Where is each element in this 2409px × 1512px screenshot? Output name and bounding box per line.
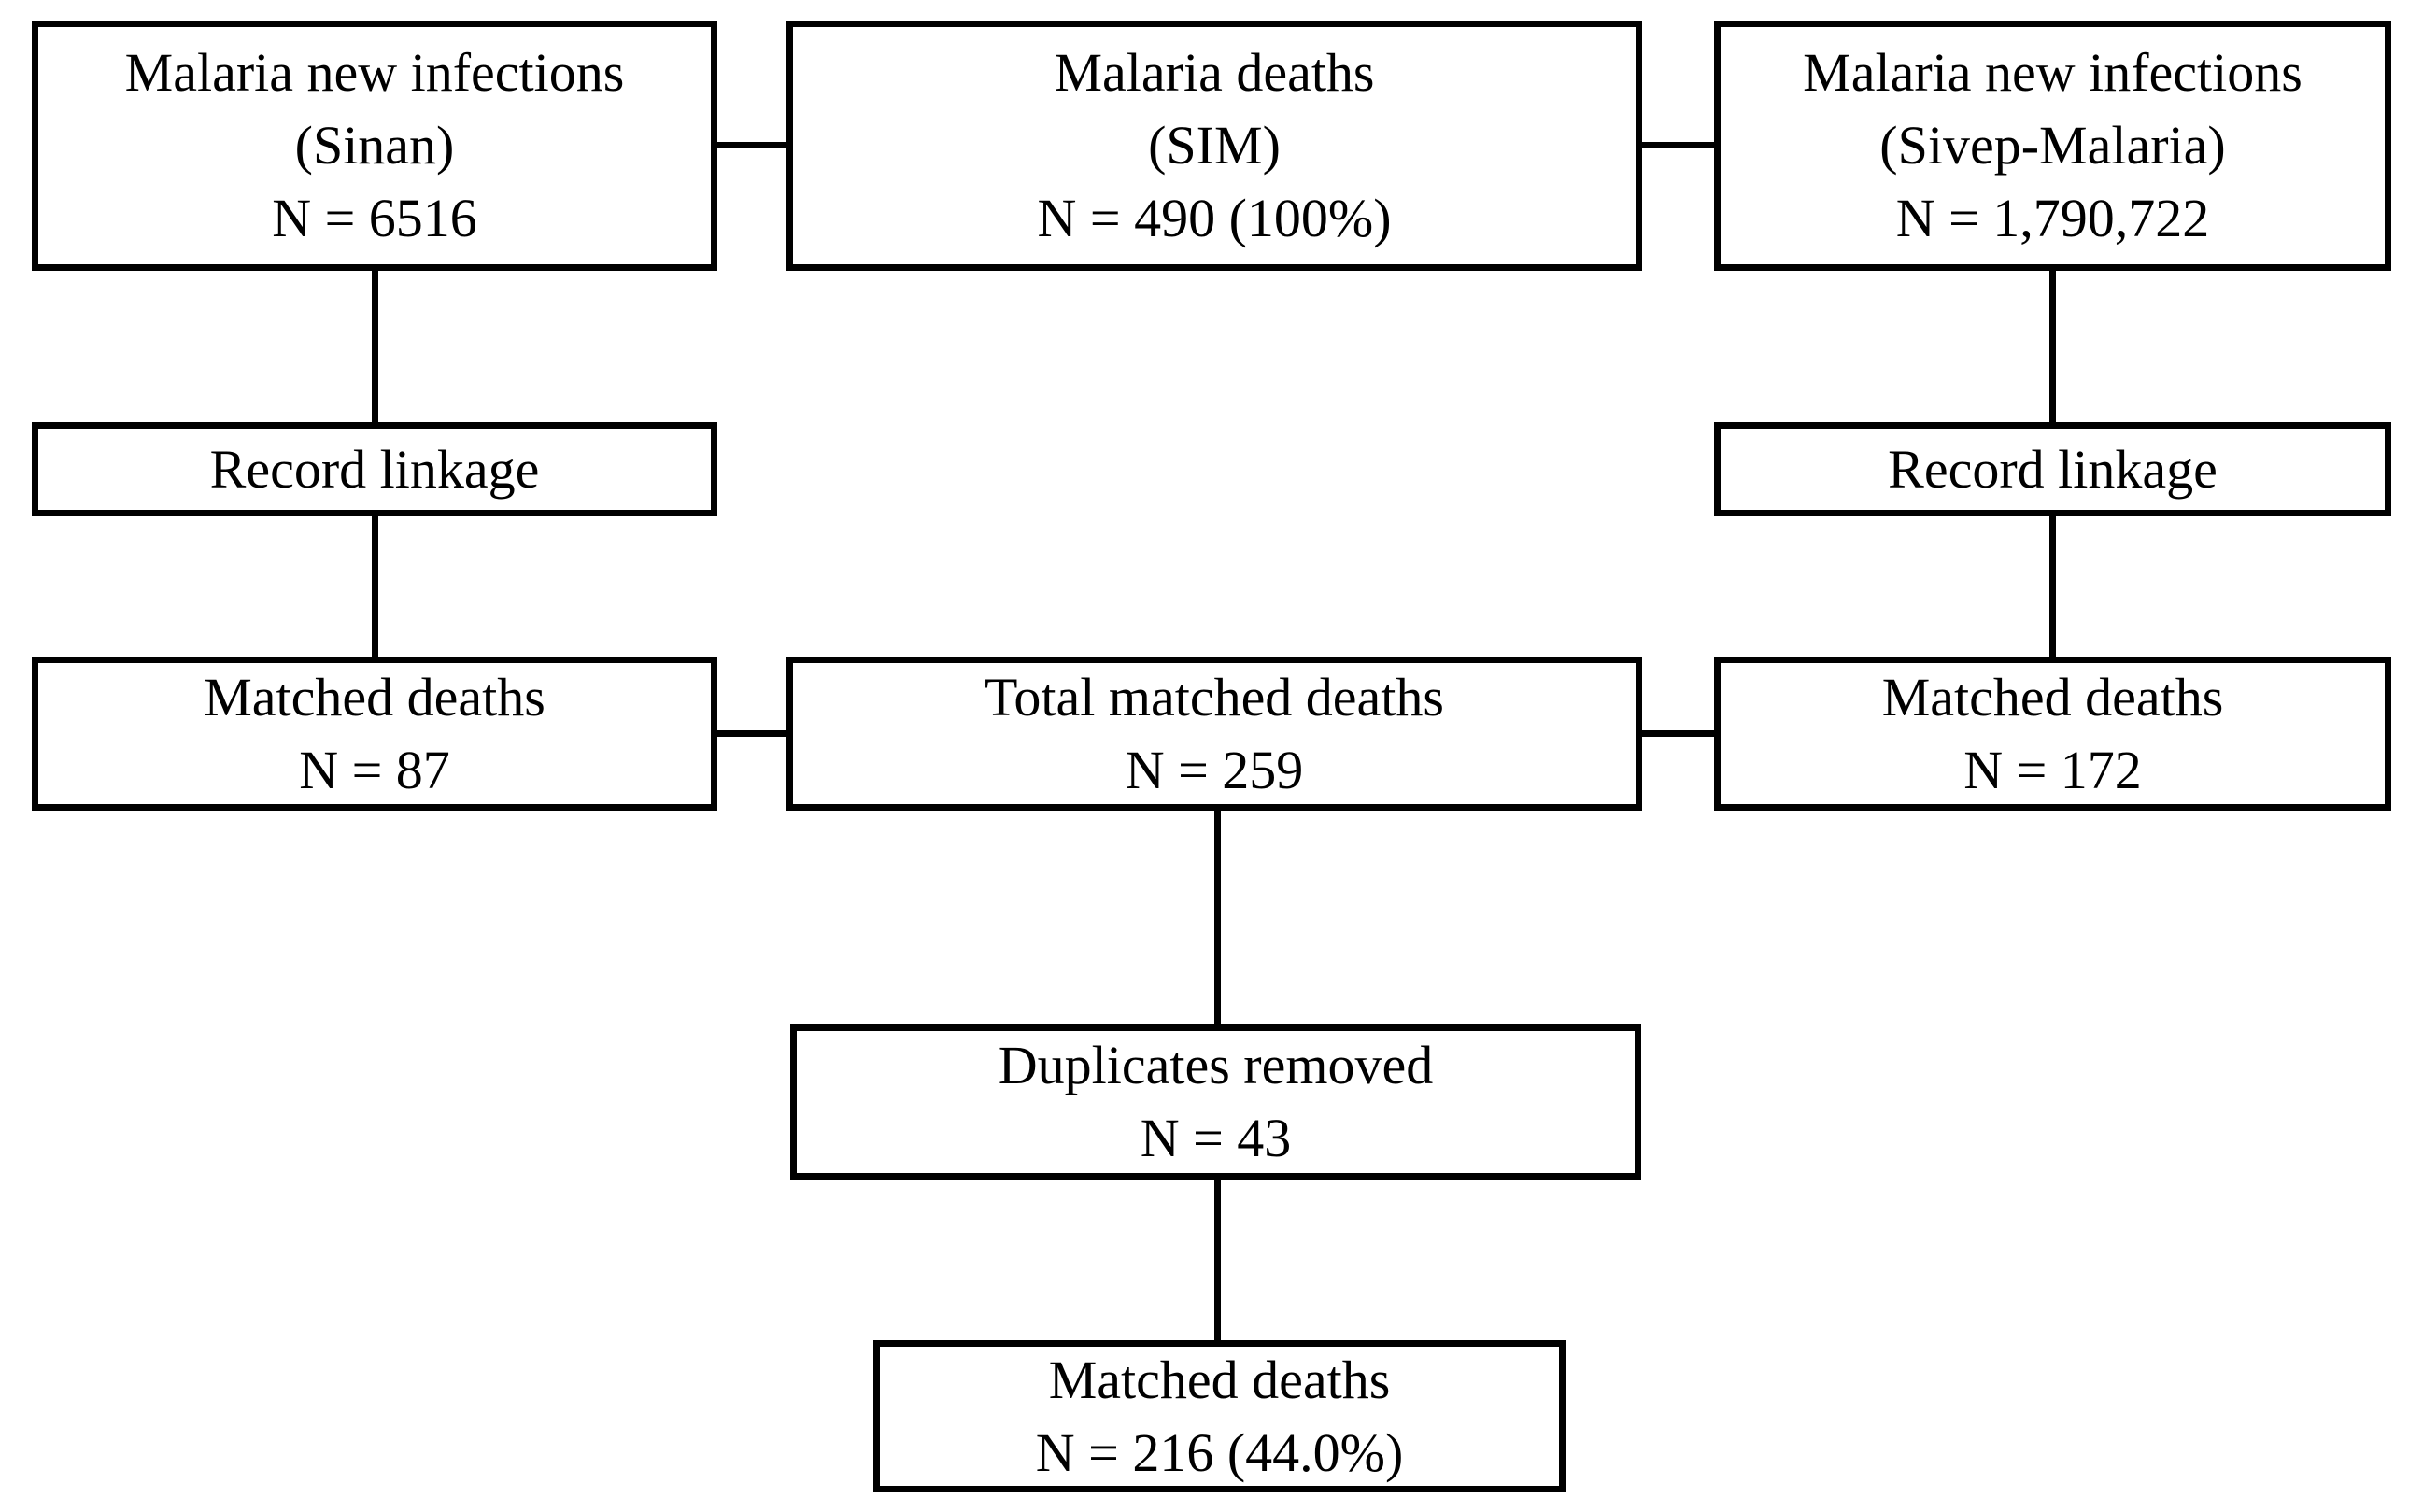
node-malaria-new-infections-sinan: Malaria new infections (Sinan) N = 6516 [32, 21, 717, 271]
connector-record-linkage-left-to-matched-left [372, 516, 378, 657]
node-record-linkage-right: Record linkage [1714, 422, 2391, 516]
node-sinan-title: Malaria new infections [124, 42, 625, 103]
node-duplicates-removed-count: N = 43 [1140, 1108, 1292, 1168]
connector-total-to-duplicates [1214, 811, 1221, 1024]
connector-sivep-to-record-linkage-right [2049, 271, 2056, 422]
connector-sinan-to-sim [717, 142, 786, 148]
node-sivep-source: (Sivep-Malaria) [1879, 115, 2226, 176]
node-total-matched-deaths-title: Total matched deaths [985, 666, 1444, 728]
node-record-linkage-left-label: Record linkage [209, 438, 540, 500]
node-matched-deaths-right-title: Matched deaths [1881, 666, 2224, 728]
connector-sinan-to-record-linkage-left [372, 271, 378, 422]
node-matched-deaths-right-count: N = 172 [1963, 739, 2142, 800]
node-sinan-count: N = 6516 [272, 188, 477, 248]
node-record-linkage-right-label: Record linkage [1888, 438, 2218, 500]
node-matched-deaths-left: Matched deaths N = 87 [32, 657, 717, 811]
node-malaria-new-infections-sivep: Malaria new infections (Sivep-Malaria) N… [1714, 21, 2391, 271]
node-malaria-deaths-sim: Malaria deaths (SIM) N = 490 (100%) [786, 21, 1642, 271]
node-matched-deaths-left-title: Matched deaths [204, 666, 546, 728]
connector-matched-left-to-total [717, 730, 786, 737]
node-final-matched-deaths-title: Matched deaths [1048, 1349, 1391, 1410]
node-duplicates-removed: Duplicates removed N = 43 [790, 1024, 1641, 1180]
node-duplicates-removed-title: Duplicates removed [998, 1035, 1434, 1095]
node-final-matched-deaths: Matched deaths N = 216 (44.0%) [873, 1340, 1566, 1492]
node-final-matched-deaths-count: N = 216 (44.0%) [1035, 1421, 1404, 1483]
node-sinan-source: (Sinan) [294, 115, 455, 176]
node-matched-deaths-right: Matched deaths N = 172 [1714, 657, 2391, 811]
node-total-matched-deaths-count: N = 259 [1125, 739, 1304, 800]
node-sim-count: N = 490 (100%) [1037, 188, 1392, 248]
node-record-linkage-left: Record linkage [32, 422, 717, 516]
node-sim-title: Malaria deaths [1054, 42, 1375, 103]
connector-duplicates-to-final [1214, 1180, 1221, 1340]
connector-total-to-matched-right [1642, 730, 1714, 737]
connector-record-linkage-right-to-matched-right [2049, 516, 2056, 657]
node-sivep-title: Malaria new infections [1803, 42, 2303, 103]
connector-sim-to-sivep [1642, 142, 1714, 148]
node-sim-source: (SIM) [1148, 115, 1281, 176]
node-total-matched-deaths: Total matched deaths N = 259 [786, 657, 1642, 811]
node-matched-deaths-left-count: N = 87 [299, 739, 450, 800]
node-sivep-count: N = 1,790,722 [1895, 188, 2210, 248]
